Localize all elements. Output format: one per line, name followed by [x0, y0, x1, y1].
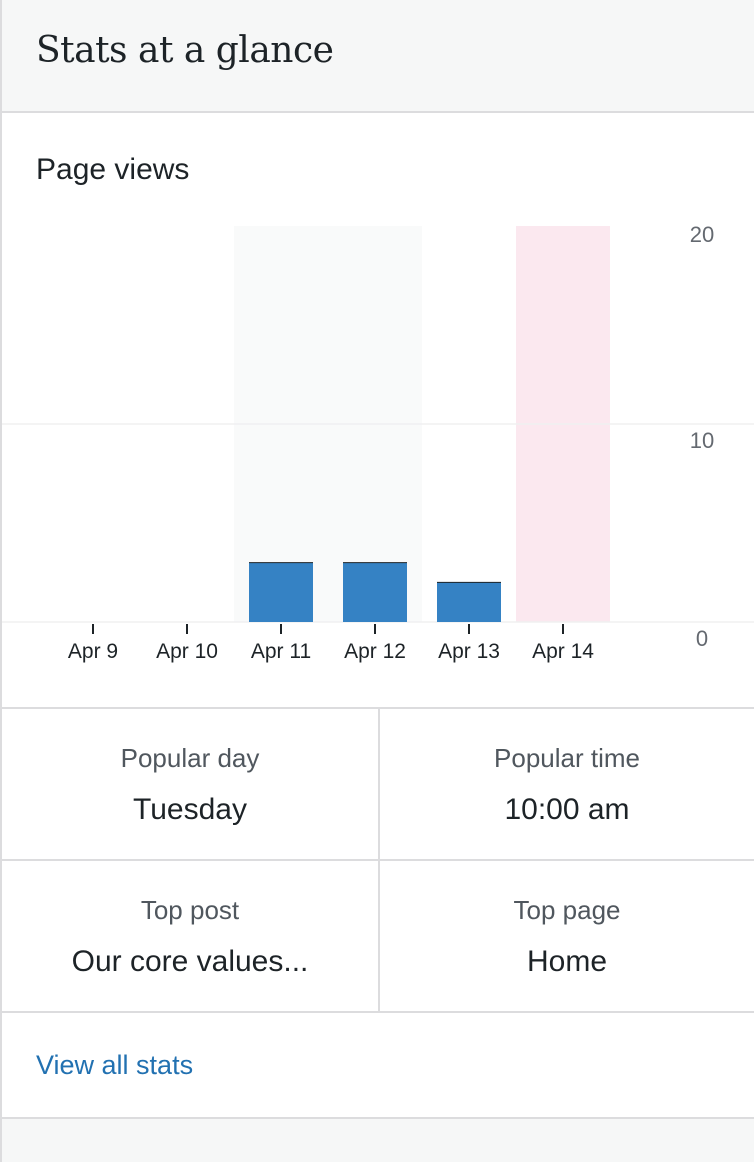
card-header: Stats at a glance [2, 0, 754, 113]
popular-day-value: Tuesday [133, 793, 247, 826]
bar-apr-12 [343, 562, 407, 622]
y-tick-label: 20 [690, 222, 714, 247]
card-title: Stats at a glance [36, 30, 334, 71]
view-all-stats-link[interactable]: View all stats [36, 1050, 194, 1080]
popular-day-cell: Popular day Tuesday [2, 709, 380, 861]
x-tick-label: Apr 11 [251, 640, 311, 663]
bar-apr-11 [249, 562, 313, 622]
y-tick-label: 10 [690, 428, 714, 453]
x-tick-label: Apr 10 [156, 640, 218, 663]
popular-time-label: Popular time [494, 743, 640, 773]
bar-apr-13 [437, 582, 501, 622]
popular-time-cell: Popular time 10:00 am [380, 709, 754, 861]
chart-title: Page views [36, 153, 190, 186]
top-post-label: Top post [140, 895, 240, 925]
y-tick-label: 0 [696, 626, 708, 651]
top-page-label: Top page [513, 895, 621, 925]
popular-day-label: Popular day [120, 743, 260, 773]
x-tick-label: Apr 13 [438, 640, 500, 663]
top-post-value[interactable]: Our core values... [71, 945, 309, 978]
top-page-value[interactable]: Home [526, 945, 608, 978]
popular-time-value: 10:00 am [504, 793, 630, 826]
top-page-cell: Top page Home [380, 861, 754, 1013]
top-post-cell: Top post Our core values... [2, 861, 380, 1013]
page-views-chart: 0 10 20 Apr 9 Apr 10 Apr 11 Apr 12 Apr 13 Apr 14 [2, 222, 754, 663]
card-footer: View all stats [2, 1013, 754, 1119]
stats-grid: Popular day Tuesday Popular time 10:00 a… [2, 709, 754, 1013]
x-tick-label: Apr 14 [532, 640, 594, 663]
x-tick-label: Apr 9 [68, 640, 118, 663]
page-views-chart-section: Page views 0 10 20 Apr 9 Apr 10 Apr 11 Apr 12 A… [2, 113, 754, 709]
x-tick-label: Apr 12 [344, 640, 406, 663]
